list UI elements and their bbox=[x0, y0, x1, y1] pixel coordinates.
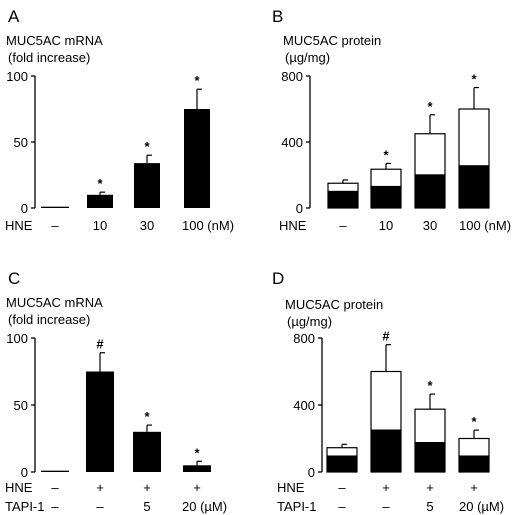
bar-total bbox=[327, 182, 359, 193]
category-label: – bbox=[339, 218, 347, 233]
bar-segment bbox=[370, 185, 402, 209]
bar-segment bbox=[458, 165, 490, 209]
bar bbox=[183, 465, 211, 472]
y-tick-label: 50 bbox=[14, 135, 28, 150]
bar-segment bbox=[458, 455, 490, 473]
category-label: 100 (nM) bbox=[459, 218, 511, 233]
chart-panel-a: A MUC5AC mRNA (fold increase) 0 50 100 * * * HNE –… bbox=[5, 7, 234, 233]
category-label: – bbox=[51, 218, 59, 233]
significance-mark: * bbox=[194, 73, 200, 88]
y-tick-label: 0 bbox=[21, 201, 28, 216]
y-axis-label-unit: (fold increase) bbox=[8, 50, 90, 65]
bar-segment bbox=[327, 190, 359, 209]
bar-total bbox=[458, 437, 490, 457]
y-axis-label-unit: (fold increase) bbox=[8, 312, 90, 327]
significance-mark: * bbox=[144, 409, 150, 424]
category-label: – bbox=[51, 499, 59, 514]
bar-total bbox=[370, 370, 402, 431]
category-label: – bbox=[382, 499, 390, 514]
y-tick-label: 800 bbox=[293, 331, 315, 346]
category-label: 10 bbox=[379, 218, 393, 233]
row-label: HNE bbox=[277, 480, 305, 495]
bar bbox=[41, 206, 69, 208]
category-label: + bbox=[96, 480, 104, 495]
significance-mark: # bbox=[382, 329, 390, 344]
y-axis-label: MUC5AC mRNA bbox=[6, 33, 103, 48]
bar bbox=[134, 163, 160, 208]
panel-letter: B bbox=[272, 7, 283, 26]
category-label: 30 bbox=[423, 218, 437, 233]
bar bbox=[86, 371, 114, 472]
y-axis-label: MUC5AC mRNA bbox=[6, 295, 103, 310]
bar-total bbox=[458, 108, 490, 167]
panel-letter: D bbox=[272, 269, 284, 288]
category-label: + bbox=[426, 480, 434, 495]
significance-mark: * bbox=[97, 176, 103, 191]
bar bbox=[133, 431, 161, 472]
significance-mark: * bbox=[383, 147, 389, 162]
category-label: – bbox=[338, 480, 346, 495]
row-label: TAPI-1 bbox=[277, 499, 317, 514]
bar-segment bbox=[414, 442, 446, 473]
bar bbox=[184, 109, 210, 208]
panel-letter: C bbox=[8, 269, 20, 288]
category-label: – bbox=[51, 480, 59, 495]
y-tick-label: 0 bbox=[21, 465, 28, 480]
y-axis-label-unit: (µg/mg) bbox=[287, 314, 332, 329]
y-tick-label: 100 bbox=[6, 69, 28, 84]
category-label: 30 bbox=[140, 218, 154, 233]
category-label: – bbox=[338, 499, 346, 514]
bar-total bbox=[326, 447, 358, 457]
bar-total bbox=[370, 168, 402, 188]
category-label: 5 bbox=[426, 499, 433, 514]
bar-total bbox=[414, 133, 446, 176]
bar bbox=[87, 194, 113, 208]
bar-segment bbox=[326, 455, 358, 473]
y-tick-label: 0 bbox=[308, 465, 315, 480]
y-tick-label: 400 bbox=[281, 135, 303, 150]
category-label: + bbox=[382, 480, 390, 495]
chart-panel-c: C MUC5AC mRNA (fold increase) 0 50 100 # * * HNE –… bbox=[5, 269, 227, 514]
significance-mark: * bbox=[194, 445, 200, 460]
category-label: 5 bbox=[143, 499, 150, 514]
y-axis-label: MUC5AC protein bbox=[285, 297, 383, 312]
y-tick-label: 50 bbox=[14, 398, 28, 413]
row-label: TAPI-1 bbox=[5, 499, 45, 514]
significance-mark: * bbox=[427, 99, 433, 114]
category-label: + bbox=[143, 480, 151, 495]
category-label: 10 bbox=[93, 218, 107, 233]
significance-mark: * bbox=[427, 378, 433, 393]
significance-mark: * bbox=[471, 72, 477, 87]
y-tick-label: 400 bbox=[293, 398, 315, 413]
significance-mark: * bbox=[144, 139, 150, 154]
category-label: – bbox=[96, 499, 104, 514]
significance-mark: # bbox=[96, 337, 104, 352]
bar-segment bbox=[414, 174, 446, 209]
y-axis-label-unit: (µg/mg) bbox=[285, 50, 330, 65]
y-tick-label: 800 bbox=[281, 69, 303, 84]
row-label: HNE bbox=[5, 218, 33, 233]
category-label: 20 (µM) bbox=[459, 499, 504, 514]
category-label: + bbox=[470, 480, 478, 495]
panel-letter: A bbox=[8, 7, 20, 26]
y-tick-label: 0 bbox=[296, 201, 303, 216]
bar bbox=[41, 470, 69, 472]
category-label: 100 (nM) bbox=[182, 218, 234, 233]
row-label: HNE bbox=[279, 218, 307, 233]
category-label: 20 (µM) bbox=[182, 499, 227, 514]
category-label: + bbox=[193, 480, 201, 495]
bar-segment bbox=[370, 429, 402, 473]
bar-total bbox=[414, 408, 446, 444]
y-tick-label: 100 bbox=[6, 331, 28, 346]
y-axis-label: MUC5AC protein bbox=[283, 33, 381, 48]
significance-mark: * bbox=[471, 414, 477, 429]
row-label: HNE bbox=[5, 480, 33, 495]
